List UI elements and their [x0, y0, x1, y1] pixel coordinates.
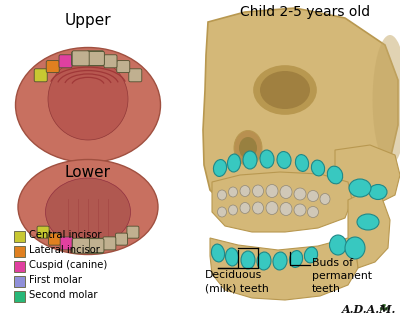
Ellipse shape	[327, 166, 343, 184]
Ellipse shape	[228, 187, 238, 197]
FancyBboxPatch shape	[60, 237, 73, 250]
FancyBboxPatch shape	[103, 237, 116, 250]
Ellipse shape	[304, 247, 318, 263]
FancyBboxPatch shape	[14, 245, 25, 257]
FancyBboxPatch shape	[72, 238, 90, 253]
FancyBboxPatch shape	[127, 226, 139, 238]
Ellipse shape	[294, 204, 306, 216]
FancyBboxPatch shape	[117, 60, 130, 73]
Ellipse shape	[239, 137, 257, 159]
Ellipse shape	[260, 71, 310, 109]
Ellipse shape	[228, 154, 240, 172]
Ellipse shape	[330, 235, 346, 255]
Ellipse shape	[294, 188, 306, 200]
Text: A.D.A.M.: A.D.A.M.	[342, 304, 396, 315]
Ellipse shape	[349, 179, 371, 197]
Text: ☘: ☘	[378, 304, 388, 314]
FancyBboxPatch shape	[37, 226, 49, 238]
Text: Central incisor: Central incisor	[29, 230, 102, 240]
Ellipse shape	[212, 244, 224, 262]
FancyBboxPatch shape	[14, 260, 25, 271]
Ellipse shape	[280, 186, 292, 198]
Ellipse shape	[240, 203, 250, 213]
FancyBboxPatch shape	[14, 276, 25, 286]
Ellipse shape	[243, 151, 257, 169]
Ellipse shape	[214, 160, 226, 176]
FancyBboxPatch shape	[104, 55, 117, 68]
Text: Cuspid (canine): Cuspid (canine)	[29, 260, 107, 270]
Polygon shape	[212, 172, 352, 232]
FancyBboxPatch shape	[129, 69, 142, 82]
Ellipse shape	[372, 35, 400, 165]
Polygon shape	[348, 190, 390, 268]
Ellipse shape	[266, 202, 278, 214]
FancyBboxPatch shape	[72, 51, 89, 66]
Text: Deciduous
(milk) teeth: Deciduous (milk) teeth	[205, 270, 269, 293]
FancyBboxPatch shape	[88, 239, 104, 253]
Polygon shape	[203, 8, 398, 215]
Ellipse shape	[234, 131, 262, 165]
FancyBboxPatch shape	[48, 233, 60, 245]
Ellipse shape	[260, 150, 274, 168]
Ellipse shape	[226, 248, 238, 266]
Text: Lower: Lower	[65, 165, 111, 180]
Text: Lateral incisor: Lateral incisor	[29, 245, 100, 255]
FancyBboxPatch shape	[87, 51, 104, 66]
Ellipse shape	[266, 185, 278, 197]
FancyBboxPatch shape	[59, 55, 72, 68]
Ellipse shape	[280, 203, 292, 215]
Ellipse shape	[290, 251, 302, 268]
Ellipse shape	[218, 207, 226, 217]
Ellipse shape	[273, 252, 287, 270]
Ellipse shape	[311, 160, 325, 176]
Ellipse shape	[18, 159, 158, 254]
Ellipse shape	[48, 58, 128, 140]
Ellipse shape	[240, 186, 250, 196]
Ellipse shape	[345, 237, 365, 259]
Ellipse shape	[296, 155, 308, 172]
Text: Upper: Upper	[65, 13, 111, 28]
FancyBboxPatch shape	[34, 69, 47, 82]
Ellipse shape	[369, 185, 387, 199]
Text: Second molar: Second molar	[29, 290, 98, 300]
Polygon shape	[210, 238, 358, 300]
Ellipse shape	[241, 251, 255, 269]
FancyBboxPatch shape	[88, 52, 104, 65]
FancyBboxPatch shape	[14, 230, 25, 242]
Ellipse shape	[252, 185, 264, 197]
Ellipse shape	[228, 205, 238, 215]
Text: Buds of
permanent
teeth: Buds of permanent teeth	[312, 258, 372, 294]
FancyBboxPatch shape	[46, 60, 59, 73]
Ellipse shape	[277, 152, 291, 168]
Ellipse shape	[320, 194, 330, 204]
Polygon shape	[335, 145, 400, 205]
Ellipse shape	[257, 252, 271, 270]
FancyBboxPatch shape	[72, 239, 88, 253]
FancyBboxPatch shape	[14, 291, 25, 301]
Ellipse shape	[218, 190, 226, 200]
Ellipse shape	[16, 47, 160, 163]
FancyBboxPatch shape	[116, 233, 128, 245]
Ellipse shape	[252, 202, 264, 214]
Ellipse shape	[254, 66, 316, 114]
FancyBboxPatch shape	[72, 52, 88, 65]
Ellipse shape	[357, 214, 379, 230]
Ellipse shape	[46, 178, 130, 246]
Ellipse shape	[308, 206, 318, 218]
FancyBboxPatch shape	[86, 238, 104, 253]
Text: First molar: First molar	[29, 275, 82, 285]
Ellipse shape	[308, 190, 318, 202]
Text: Child 2-5 years old: Child 2-5 years old	[240, 5, 370, 19]
